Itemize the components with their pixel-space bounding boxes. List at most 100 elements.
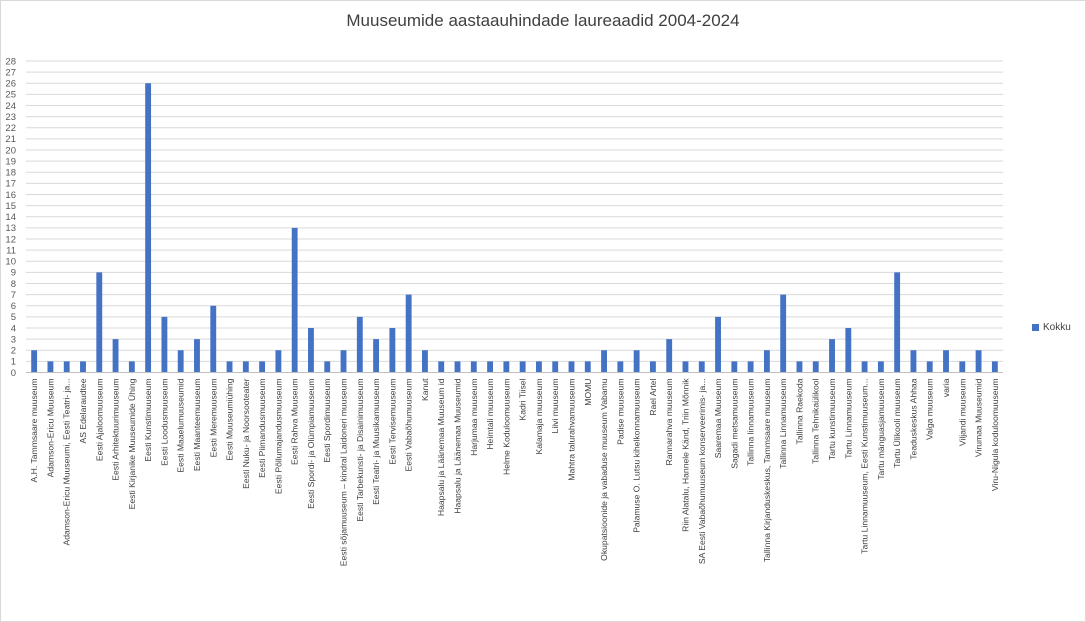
bars xyxy=(31,83,998,373)
x-tick-label: Tallinna Kirjanduskeskus, Tammsaare muus… xyxy=(762,379,772,563)
y-tick-label: 10 xyxy=(5,257,16,268)
bar xyxy=(422,350,428,373)
bar xyxy=(324,361,331,373)
bar xyxy=(145,83,152,373)
bar xyxy=(829,339,835,373)
bar xyxy=(47,361,54,373)
x-tick-label: Eesti Tervisemuuseum xyxy=(387,379,397,465)
y-tick-label: 15 xyxy=(5,201,16,212)
bar xyxy=(373,339,380,373)
bar xyxy=(715,316,721,373)
y-tick-label: 21 xyxy=(5,134,16,145)
bar xyxy=(633,350,640,373)
legend: Kokku xyxy=(1032,322,1071,333)
x-tick-label: Viru-Nigula koduloomuuseum xyxy=(990,379,1000,492)
y-tick-label: 0 xyxy=(11,368,16,379)
x-tick-label: Eesti sõjamuuseum – kindral Laidoneri mu… xyxy=(339,379,349,567)
bar xyxy=(943,350,949,373)
bar xyxy=(405,294,412,373)
y-tick-label: 18 xyxy=(5,168,16,179)
x-tick-label: Haapsalu ja Läänemaa Muuseum id xyxy=(436,378,446,516)
bar xyxy=(552,361,559,373)
x-tick-label: Eesti Meremuuseum xyxy=(208,379,218,458)
bar xyxy=(617,361,624,373)
y-tick-label: 25 xyxy=(5,90,16,101)
x-tick-label: Teaduskeskus Ahhaa xyxy=(908,378,918,459)
bar xyxy=(894,272,901,373)
x-tick-label: Eesti Maaelumuuseumid xyxy=(176,378,186,472)
x-tick-label: Okupatsioonide ja vabaduse muuseum Vabam… xyxy=(599,378,609,561)
x-tick-label: SA Eesti Vabaõhumuuseum konserveerimis- … xyxy=(697,379,707,565)
bar xyxy=(63,361,70,373)
bar xyxy=(877,361,884,373)
y-tick-label: 1 xyxy=(11,357,16,368)
x-tick-label: Tallinna Linnamuuseum xyxy=(778,379,788,469)
bar xyxy=(601,350,607,373)
x-tick-label: Haapsalu ja Läänemaa Muuseumid xyxy=(453,378,463,513)
x-tick-label: Eesti Spordi- ja Olümpiamuuseum xyxy=(306,379,316,509)
bar xyxy=(275,350,282,373)
x-tick-label: Saaremaa Muuseum xyxy=(713,379,723,459)
x-tick-label: Eesti Rahva Muuseum xyxy=(290,379,300,465)
x-tick-label: Tartu Linnamuuseum, Eesti Kunstimuuseum.… xyxy=(860,379,870,554)
x-axis-labels: A.H. Tammsaare muuseum Adamson-Ericu Muus… xyxy=(29,378,1000,566)
bar xyxy=(535,361,542,373)
x-tick-label: Eesti Maanteemuuseum xyxy=(192,379,202,472)
bar xyxy=(454,361,461,373)
y-tick-label: 19 xyxy=(5,156,16,167)
bar xyxy=(698,361,705,373)
x-tick-label: A.H. Tammsaare muuseum xyxy=(29,379,39,483)
bar xyxy=(291,227,298,373)
y-tick-label: 26 xyxy=(5,79,16,90)
legend-swatch xyxy=(1032,324,1039,331)
x-tick-label: Adamson-Ericu Muuseum xyxy=(45,379,55,478)
bar xyxy=(519,361,526,373)
x-tick-label: Kadri Tiisel xyxy=(518,378,528,420)
bar xyxy=(194,339,200,373)
x-tick-label: Tallinna Tehnikaülikool xyxy=(811,378,821,463)
y-tick-label: 24 xyxy=(5,101,16,112)
bar xyxy=(161,316,168,373)
y-tick-label: 12 xyxy=(5,234,16,245)
x-tick-label: Eesti Spordimuuseum xyxy=(322,379,332,463)
bar xyxy=(666,339,673,373)
bar xyxy=(438,361,445,373)
bar xyxy=(389,328,396,373)
x-tick-label: Eesti Vabaõhumuuseum xyxy=(404,379,414,472)
x-tick-label: Viljandi muuseum xyxy=(957,379,967,447)
bar xyxy=(780,294,787,373)
y-tick-label: 2 xyxy=(11,346,16,357)
x-tick-label: Liivi muuseum xyxy=(550,379,560,434)
x-tick-label: Heimtali muuseum xyxy=(485,379,495,450)
x-tick-label: Sagadi metsamuuseum xyxy=(729,379,739,469)
y-tick-label: 27 xyxy=(5,67,16,78)
bar xyxy=(747,361,754,373)
bar xyxy=(991,361,998,373)
x-tick-label: Eesti Teatri- ja Muusikamuuseum xyxy=(371,379,381,505)
bar xyxy=(910,350,917,373)
x-tick-label: Rael Artel xyxy=(648,378,658,415)
legend-label: Kokku xyxy=(1043,322,1071,333)
y-tick-label: 4 xyxy=(11,323,16,334)
x-tick-label: Tallinna Raekoda xyxy=(794,378,804,444)
y-tick-label: 13 xyxy=(5,223,16,234)
y-tick-label: 6 xyxy=(11,301,16,312)
x-tick-label: Kanut xyxy=(420,378,430,401)
bar xyxy=(796,361,803,373)
bar xyxy=(584,361,591,373)
bar xyxy=(682,361,689,373)
chart-title: Muuseumide aastaauhindade laureaadid 200… xyxy=(346,11,740,30)
x-tick-label: Mahtra talurahvamuuseum xyxy=(566,379,576,481)
y-tick-label: 23 xyxy=(5,112,16,123)
x-tick-label: Rannarahva muuseum xyxy=(664,379,674,466)
y-tick-label: 17 xyxy=(5,179,16,190)
y-tick-label: 11 xyxy=(6,245,16,256)
bar xyxy=(340,350,347,373)
y-tick-label: 28 xyxy=(5,56,16,67)
y-axis-ticks: 0123456789101112131415161718192021222324… xyxy=(5,56,16,379)
x-tick-label: Eesti Tarbekunsti- ja Disainimuuseum xyxy=(355,379,365,522)
bar xyxy=(503,361,510,373)
gridlines xyxy=(26,60,1003,362)
x-tick-label: Palamuse O. Lutsu kihelkonnamuuseum xyxy=(632,379,642,533)
bar xyxy=(731,361,738,373)
